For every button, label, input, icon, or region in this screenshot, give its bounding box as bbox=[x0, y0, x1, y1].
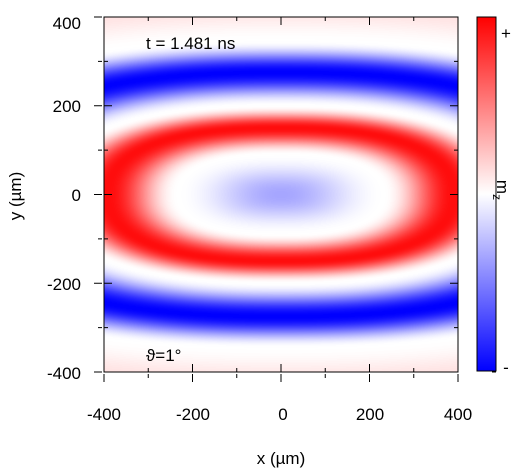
y-tick-label: -400 bbox=[47, 364, 81, 383]
colorbar-label-sub: z bbox=[490, 194, 504, 200]
heatmap-area bbox=[104, 17, 458, 372]
colorbar bbox=[476, 16, 497, 372]
x-tick-label: 0 bbox=[278, 405, 287, 424]
y-tick-label: 200 bbox=[53, 97, 81, 116]
x-tick-label: -400 bbox=[87, 405, 121, 424]
y-tick-label: 0 bbox=[72, 186, 81, 205]
angle-annotation: ϑ=1° bbox=[146, 346, 181, 365]
x-tick-label: 400 bbox=[444, 405, 472, 424]
x-axis-label: x (µm) bbox=[257, 449, 306, 468]
heatmap-field bbox=[104, 17, 458, 372]
y-tick-labels: 400 200 0 -200 -400 bbox=[47, 14, 81, 383]
x-tick-label: -200 bbox=[176, 405, 210, 424]
x-tick-labels: -400 -200 0 200 400 bbox=[87, 405, 472, 424]
time-annotation: t = 1.481 ns bbox=[146, 34, 235, 53]
colorbar-label-main: m bbox=[493, 180, 512, 194]
y-tick-label: -200 bbox=[47, 275, 81, 294]
y-tick-label: 400 bbox=[53, 14, 81, 33]
colorbar-label: mz bbox=[490, 180, 512, 200]
y-axis-label: y (µm) bbox=[6, 172, 25, 221]
svg-text:mz: mz bbox=[490, 180, 512, 200]
colorbar-min-label: - bbox=[503, 358, 509, 377]
x-tick-label: 200 bbox=[356, 405, 384, 424]
colorbar-max-label: + bbox=[501, 24, 511, 43]
